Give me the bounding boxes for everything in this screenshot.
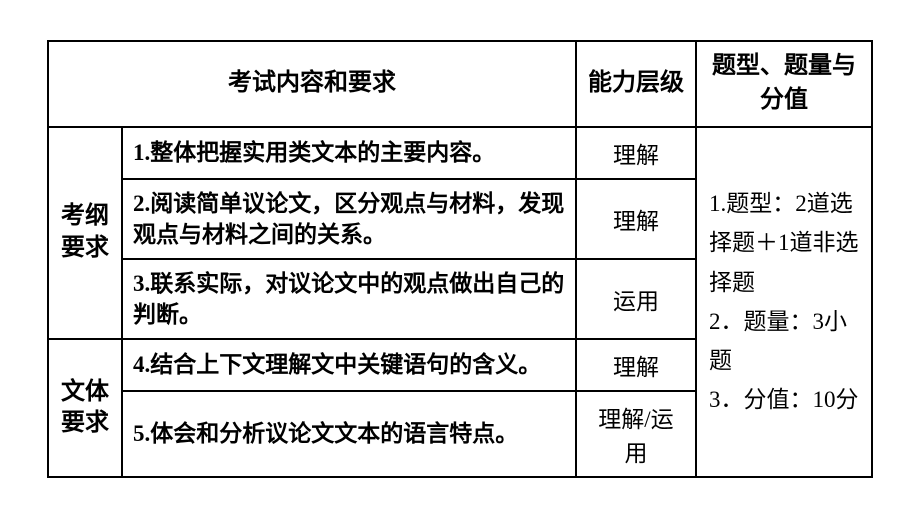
- requirement-desc: 5.体会和分析议论文文本的语言特点。: [122, 391, 576, 477]
- requirement-desc: 2.阅读简单议论文，区分观点与材料，发现观点与材料之间的关系。: [122, 179, 576, 259]
- table-header-row: 考试内容和要求 能力层级 题型、题量与分值: [48, 41, 872, 126]
- exam-requirements-table: 考试内容和要求 能力层级 题型、题量与分值 考纲 要求 1.整体把握实用类文本的…: [47, 40, 873, 477]
- requirement-desc: 4.结合上下文理解文中关键语句的含义。: [122, 339, 576, 391]
- header-question-type-score: 题型、题量与分值: [696, 41, 872, 126]
- score-summary-cell: 1.题型：2道选择题＋1道非选择题 2．题量：3小题 3．分值：10分: [696, 127, 872, 477]
- requirement-desc: 1.整体把握实用类文本的主要内容。: [122, 127, 576, 179]
- group-label-style: 文体 要求: [48, 339, 122, 477]
- score-summary-text: 1.题型：2道选择题＋1道非选择题 2．题量：3小题 3．分值：10分: [709, 184, 863, 419]
- ability-level: 理解: [576, 179, 696, 259]
- ability-level: 理解: [576, 127, 696, 179]
- header-ability-level: 能力层级: [576, 41, 696, 126]
- ability-level: 理解/运用: [576, 391, 696, 477]
- group-label-text: 考纲 要求: [61, 201, 109, 263]
- exam-table-wrap: 考试内容和要求 能力层级 题型、题量与分值 考纲 要求 1.整体把握实用类文本的…: [23, 20, 897, 497]
- group-label-outline: 考纲 要求: [48, 127, 122, 339]
- ability-level: 运用: [576, 259, 696, 339]
- table-row: 考纲 要求 1.整体把握实用类文本的主要内容。 理解 1.题型：2道选择题＋1道…: [48, 127, 872, 179]
- requirement-desc: 3.联系实际，对议论文中的观点做出自己的判断。: [122, 259, 576, 339]
- group-label-text: 文体 要求: [61, 377, 109, 439]
- ability-level: 理解: [576, 339, 696, 391]
- header-content-requirements: 考试内容和要求: [48, 41, 576, 126]
